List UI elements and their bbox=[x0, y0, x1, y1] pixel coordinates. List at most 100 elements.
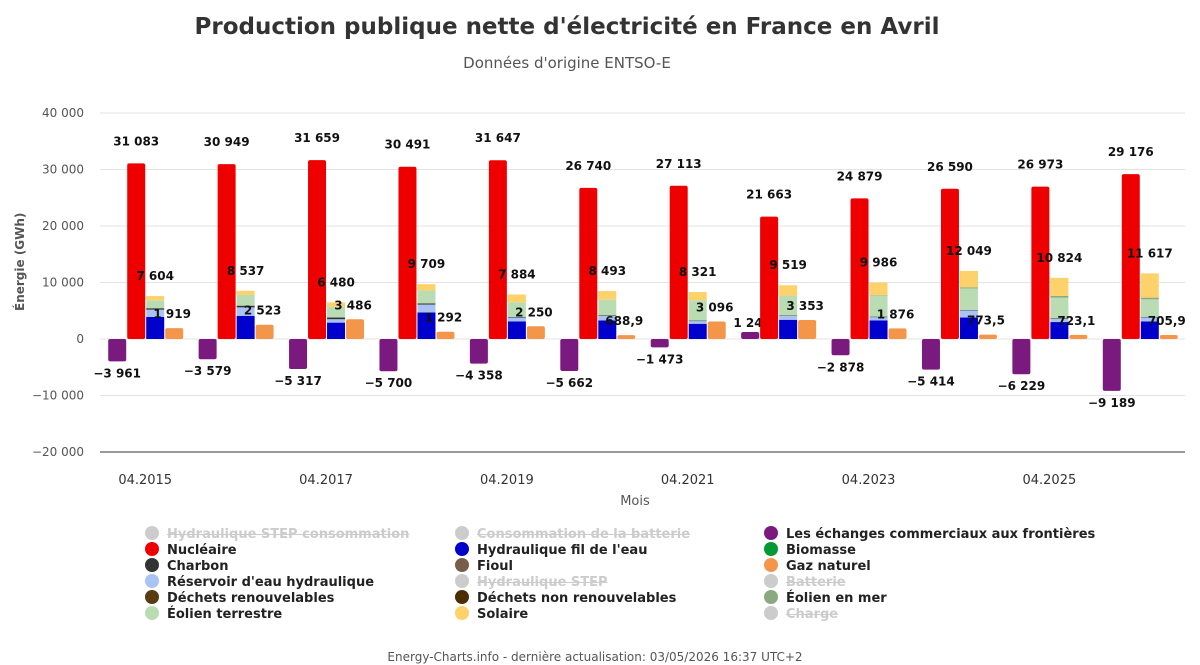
stack-segment bbox=[327, 306, 346, 318]
y-tick-label: 0 bbox=[76, 332, 84, 346]
stack-segment bbox=[1140, 316, 1159, 318]
stack-segment bbox=[959, 310, 978, 318]
gas-data-label: 3 353 bbox=[786, 299, 824, 313]
legend-swatch bbox=[145, 558, 159, 572]
stack-segment bbox=[417, 304, 436, 313]
nuclear-data-label: 29 176 bbox=[1108, 145, 1154, 159]
legend-swatch bbox=[764, 590, 778, 604]
stack-segment bbox=[1050, 295, 1069, 298]
stack-segment bbox=[688, 320, 707, 322]
nuclear-data-label: 30 949 bbox=[204, 135, 250, 149]
gas-data-label: 705,9 bbox=[1148, 314, 1186, 328]
exchange-bar bbox=[650, 339, 669, 348]
legend-swatch bbox=[764, 526, 778, 540]
gas-data-label: 723,1 bbox=[1057, 314, 1095, 328]
legend-swatch bbox=[455, 574, 469, 588]
legend-item[interactable]: Hydraulique STEP consommation bbox=[145, 526, 409, 542]
gas-bar bbox=[526, 326, 545, 339]
stack-segment bbox=[959, 309, 978, 311]
legend-item[interactable]: Déchets renouvelables bbox=[145, 590, 334, 606]
legend-item[interactable]: Déchets non renouvelables bbox=[455, 590, 676, 606]
stack-total-label: 12 049 bbox=[946, 244, 992, 258]
stack-total-label: 10 824 bbox=[1036, 251, 1082, 265]
gas-data-label: 773,5 bbox=[967, 314, 1005, 328]
stack-segment bbox=[417, 303, 436, 305]
stack-segment bbox=[598, 320, 617, 339]
nuclear-data-label: 21 663 bbox=[746, 188, 792, 202]
nuclear-bar bbox=[1121, 174, 1140, 339]
legend-item[interactable]: Éolien en mer bbox=[764, 590, 887, 606]
x-tick-label: 04.2025 bbox=[1022, 473, 1076, 488]
legend-item[interactable]: Réservoir d'eau hydraulique bbox=[145, 574, 374, 590]
legend-label: Consommation de la batterie bbox=[477, 527, 691, 542]
x-tick-label: 04.2023 bbox=[842, 473, 896, 488]
stack-segment bbox=[1050, 322, 1069, 339]
stack-total-label: 9 986 bbox=[860, 256, 898, 270]
gas-bar bbox=[346, 319, 365, 339]
stack-total-label: 11 617 bbox=[1127, 246, 1173, 260]
legend-item[interactable]: Hydraulique fil de l'eau bbox=[455, 542, 647, 558]
y-tick-label: 10 000 bbox=[42, 276, 84, 290]
stack-segment bbox=[1140, 299, 1159, 317]
stack-segment bbox=[869, 295, 888, 296]
stack-total-label: 7 604 bbox=[136, 269, 174, 283]
legend-item[interactable]: Hydraulique STEP bbox=[455, 574, 608, 590]
gas-data-label: 3 096 bbox=[696, 301, 734, 315]
nuclear-bar bbox=[760, 216, 779, 339]
legend-label: Déchets renouvelables bbox=[167, 591, 335, 606]
legend-label: Déchets non renouvelables bbox=[477, 591, 677, 606]
nuclear-data-label: 31 647 bbox=[475, 131, 521, 145]
stack-total-label: 8 537 bbox=[227, 264, 265, 278]
exchange-data-label: −4 358 bbox=[455, 369, 503, 383]
nuclear-bar bbox=[579, 187, 598, 339]
legend-label: Charbon bbox=[167, 559, 229, 574]
stack-segment bbox=[236, 315, 255, 339]
exchange-bar bbox=[289, 339, 308, 370]
stack-segment bbox=[1050, 318, 1069, 323]
legend-item[interactable]: Consommation de la batterie bbox=[455, 526, 690, 542]
stack-segment bbox=[959, 270, 978, 288]
legend-item[interactable]: Fioul bbox=[455, 558, 513, 574]
gas-data-label: 2 250 bbox=[515, 305, 553, 319]
legend-item[interactable]: Éolien terrestre bbox=[145, 606, 282, 622]
legend-item[interactable]: Charbon bbox=[145, 558, 228, 574]
stack-total-label: 8 321 bbox=[679, 265, 717, 279]
stack-segment bbox=[779, 315, 798, 316]
legend-label: Charge bbox=[786, 607, 839, 622]
gas-bar bbox=[617, 335, 636, 339]
legend-swatch bbox=[455, 590, 469, 604]
legend-item[interactable]: Les échanges commerciaux aux frontières bbox=[764, 526, 1095, 542]
stack-total-label: 9 709 bbox=[408, 257, 446, 271]
legend-label: Solaire bbox=[477, 607, 529, 622]
legend-swatch bbox=[145, 606, 159, 620]
stack-segment bbox=[417, 284, 436, 291]
exchange-data-label: −5 317 bbox=[274, 374, 322, 388]
stack-segment bbox=[507, 302, 526, 317]
gas-data-label: 1 919 bbox=[153, 307, 191, 321]
legend-item[interactable]: Nucléaire bbox=[145, 542, 237, 558]
legend-label: Hydraulique STEP consommation bbox=[167, 527, 410, 542]
legend-item[interactable]: Biomasse bbox=[764, 542, 856, 558]
x-tick-label: 04.2019 bbox=[480, 473, 534, 488]
nuclear-data-label: 30 491 bbox=[384, 138, 430, 152]
legend-item[interactable]: Batterie bbox=[764, 574, 846, 590]
exchange-bar bbox=[469, 339, 488, 364]
legend-item[interactable]: Solaire bbox=[455, 606, 528, 622]
nuclear-bar bbox=[940, 188, 959, 339]
legend-label: Hydraulique STEP bbox=[477, 575, 608, 590]
stack-segment bbox=[779, 319, 798, 339]
stack-segment bbox=[688, 320, 707, 324]
stack-segment bbox=[779, 285, 798, 296]
footer-credit: Energy-Charts.info - dernière actualisat… bbox=[387, 650, 803, 664]
legend-item[interactable]: Gaz naturel bbox=[764, 558, 871, 574]
exchange-data-label: −9 189 bbox=[1088, 396, 1136, 410]
stack-segment bbox=[869, 316, 888, 321]
nuclear-data-label: 26 740 bbox=[565, 159, 611, 173]
nuclear-data-label: 31 083 bbox=[113, 134, 159, 148]
exchange-bar bbox=[560, 339, 579, 371]
stack-segment bbox=[236, 307, 255, 316]
stack-segment bbox=[869, 295, 888, 317]
gas-bar bbox=[255, 324, 274, 339]
legend-item[interactable]: Charge bbox=[764, 606, 838, 622]
